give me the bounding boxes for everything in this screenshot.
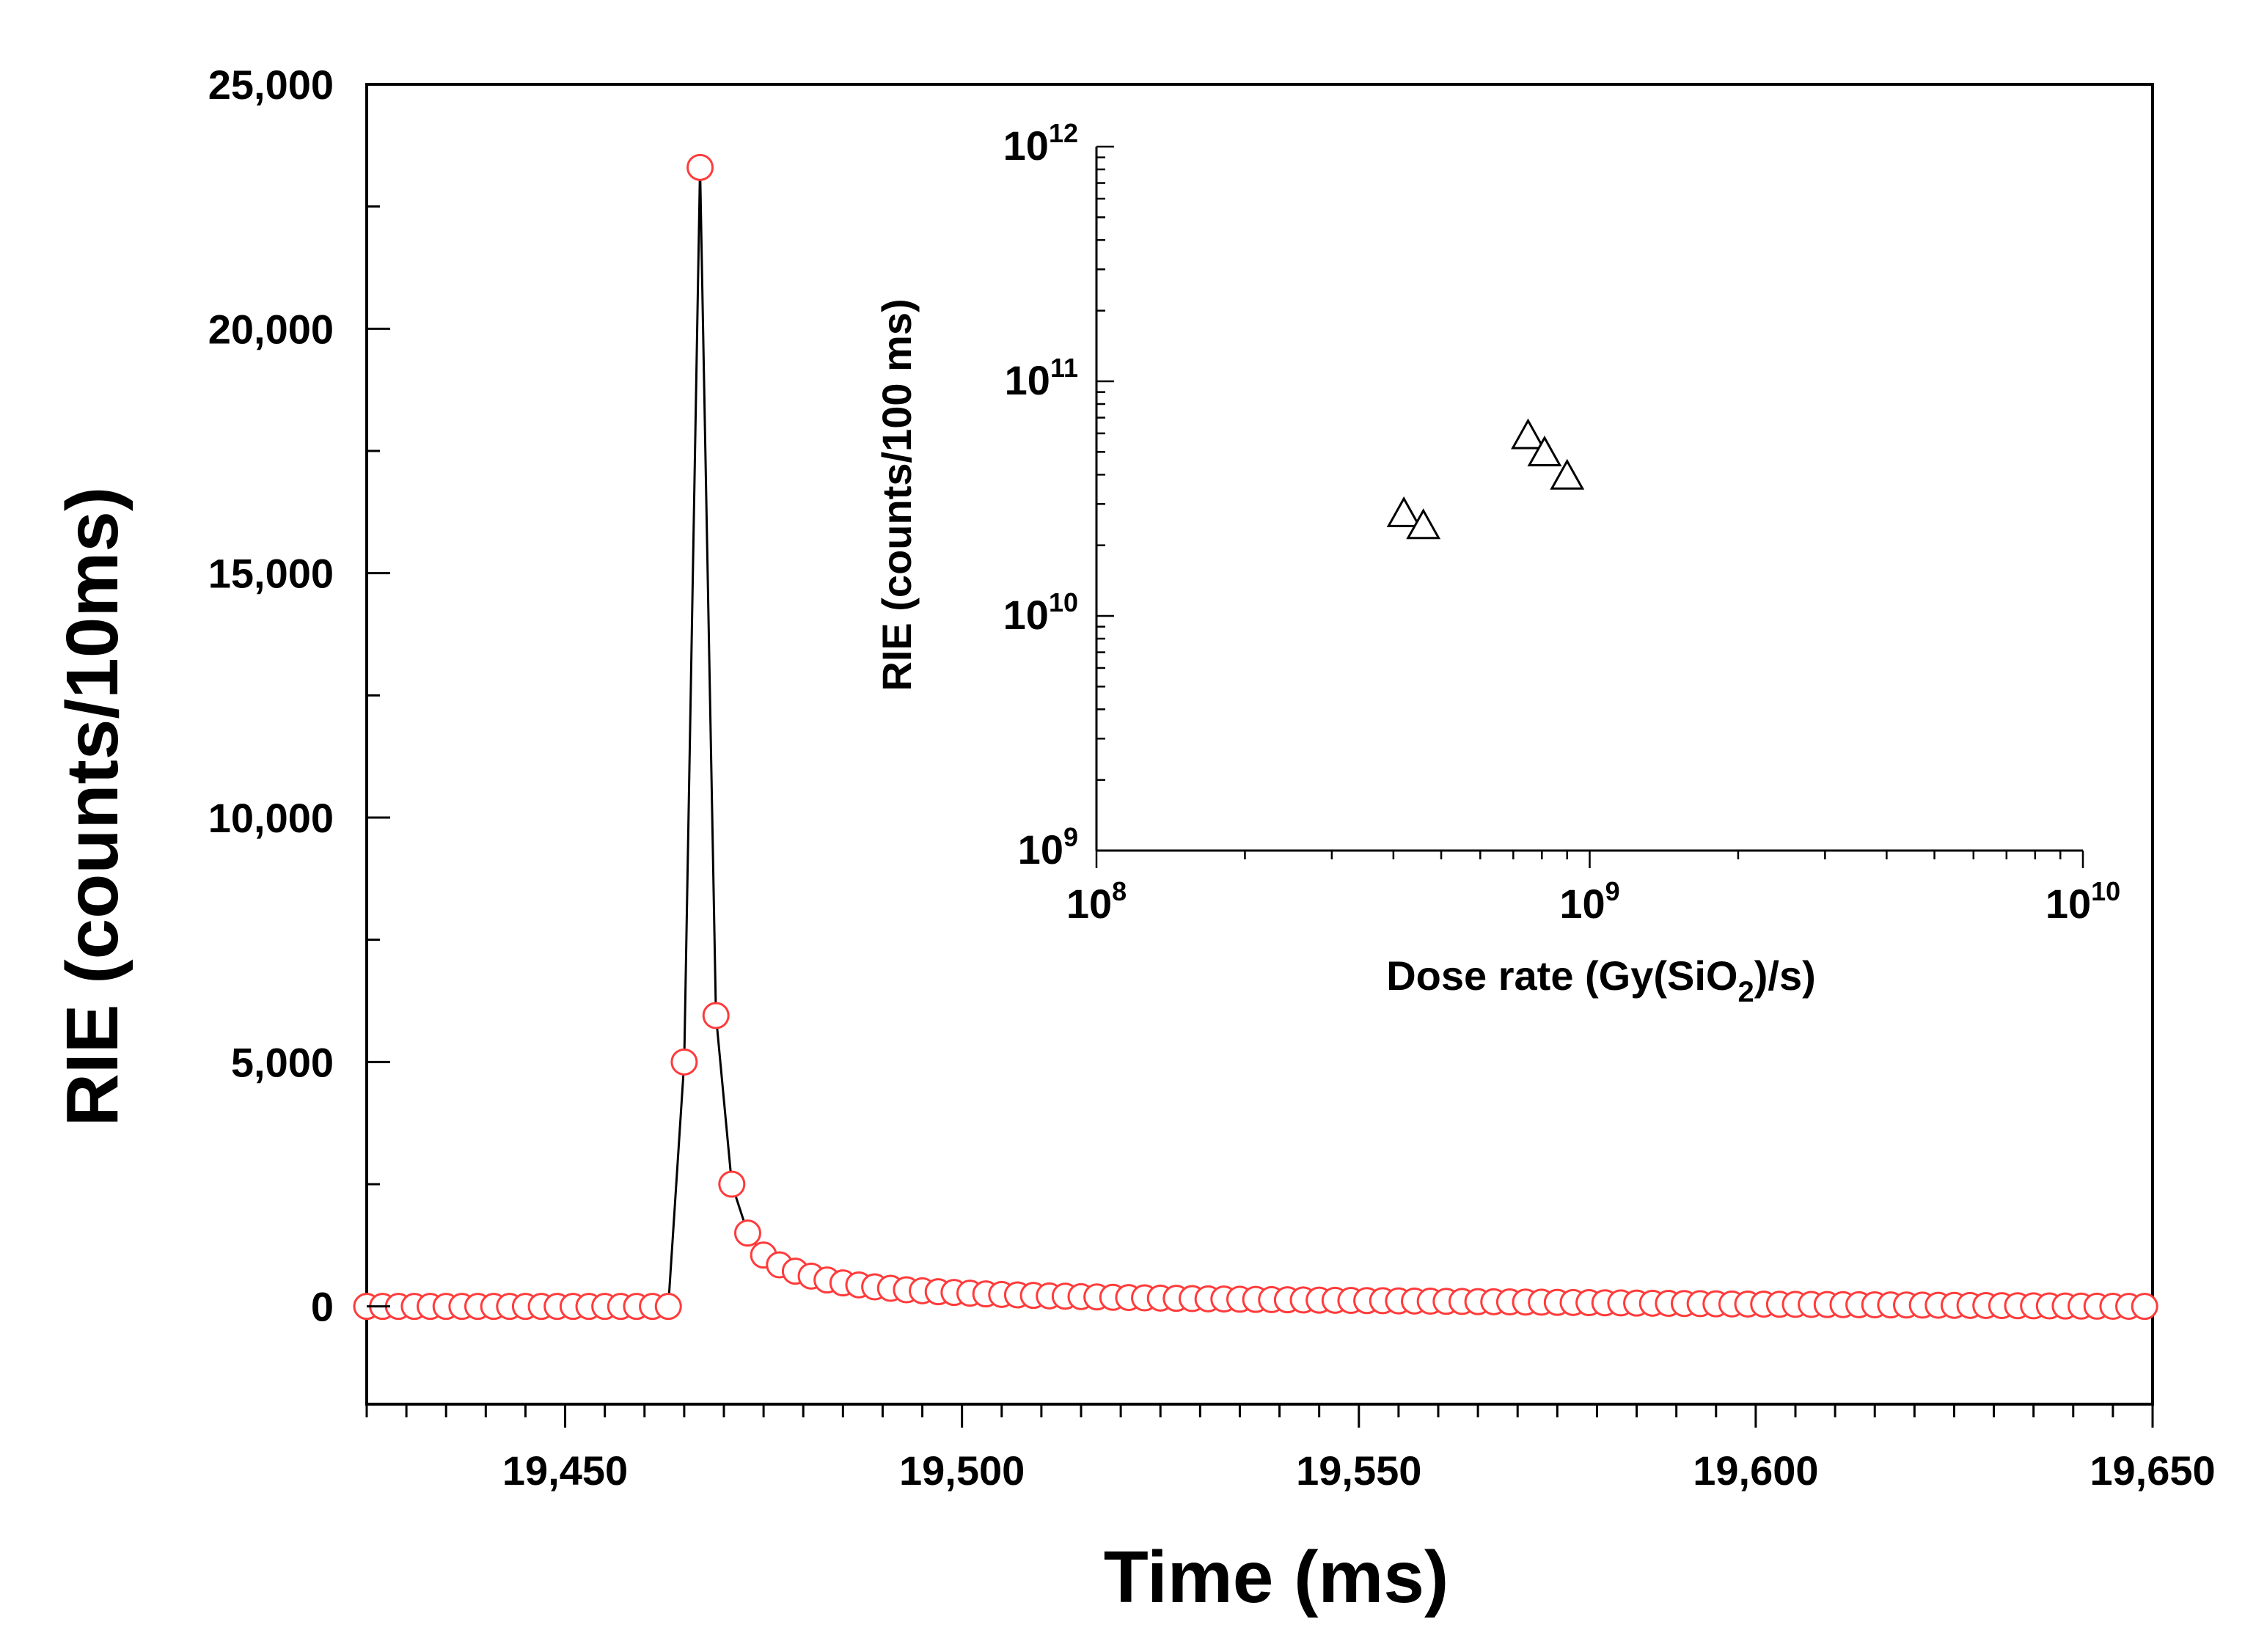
inset-y-tick-exp: 10: [1049, 587, 1078, 617]
main-x-axis-title: Time (ms): [1104, 1536, 1449, 1618]
inset-y-tick-base: 10: [1003, 122, 1049, 169]
inset-x-tick-label: 108: [1066, 876, 1127, 927]
main-data-point: [718, 1170, 746, 1198]
main-plot-frame: [365, 83, 2154, 1406]
inset-y-tick-base: 10: [1003, 592, 1049, 638]
inset-data-point: [1527, 436, 1562, 467]
main-series-line: [367, 167, 2145, 1308]
inset-y-tick-label: 109: [1018, 822, 1078, 873]
inset-x-axis-title: Dose rate (Gy(SiO2)/s): [1386, 952, 1816, 1008]
inset-y-tick-exp: 11: [1050, 353, 1078, 383]
main-x-tick-label: 19,500: [899, 1447, 1025, 1494]
inset-x-axis-title-end: )/s): [1754, 952, 1816, 999]
inset-x-tick-base: 10: [2046, 881, 2091, 927]
inset-series-points: [1386, 418, 1585, 540]
inset-x-tick-exp: 10: [2091, 876, 2120, 906]
inset-data-point: [1406, 508, 1441, 540]
inset-data-point: [1550, 458, 1585, 490]
main-y-axis-title: RIE (counts/10ms): [51, 487, 133, 1126]
inset-y-tick-exp: 9: [1063, 822, 1078, 852]
main-x-tick-label: 19,450: [502, 1447, 628, 1494]
main-plot-area: [365, 83, 2154, 1406]
inset-x-tick-label: 1010: [2046, 876, 2120, 927]
inset-x-tick-exp: 9: [1605, 876, 1620, 906]
main-y-tick-label: 0: [311, 1284, 334, 1330]
inset-y-tick-label: 1011: [1005, 353, 1078, 403]
inset-y-tick-label: 1010: [1003, 587, 1078, 638]
inset-y-tick-base: 10: [1005, 357, 1050, 403]
inset-x-tick-exp: 8: [1112, 876, 1127, 906]
main-series-points: [353, 153, 2158, 1321]
main-series-path: [367, 167, 2145, 1308]
main-y-tick-label: 25,000: [208, 62, 334, 108]
main-y-tick-label: 15,000: [208, 551, 334, 597]
inset-y-tick-exp: 12: [1049, 118, 1078, 148]
main-data-point: [2131, 1293, 2158, 1321]
main-y-tick-label: 5,000: [231, 1039, 334, 1085]
main-x-tick-label: 19,550: [1296, 1447, 1421, 1494]
inset-x-tick-label: 109: [1559, 876, 1619, 927]
inset-data-point: [1386, 496, 1421, 527]
main-data-point: [670, 1048, 698, 1076]
main-data-point: [702, 1002, 730, 1029]
main-y-tick-label: 20,000: [208, 306, 334, 352]
inset-data-point: [1511, 418, 1545, 449]
main-data-point: [654, 1293, 682, 1321]
inset-y-axis-title: RIE (counts/100 ms): [874, 298, 920, 691]
inset-y-tick-label: 1012: [1003, 118, 1078, 169]
inset-x-axis-title-sub: 2: [1738, 976, 1754, 1008]
inset-x-tick-base: 10: [1066, 881, 1112, 927]
main-data-point: [733, 1219, 761, 1247]
main-axes: 19,450 19,500 19,550 19,600 19,650 0 5,000 10,0…: [208, 62, 2216, 1494]
main-y-tick-label: 10,000: [208, 795, 334, 841]
inset-y-tick-base: 10: [1018, 826, 1063, 873]
main-x-tick-label: 19,650: [2090, 1447, 2215, 1494]
main-data-point: [686, 153, 714, 181]
inset-x-axis-title-main: Dose rate (Gy(SiO: [1386, 952, 1737, 999]
inset-x-tick-base: 10: [1559, 881, 1605, 927]
main-x-tick-label: 19,600: [1693, 1447, 1818, 1494]
